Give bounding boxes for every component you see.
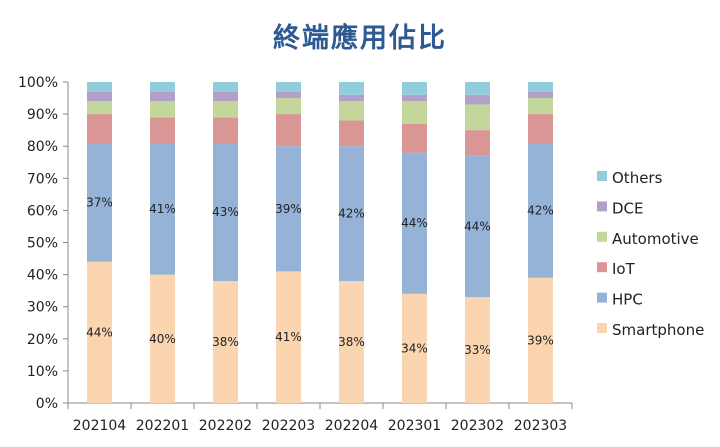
bar-segment-automotive xyxy=(339,101,364,121)
y-tick-label: 100% xyxy=(18,75,58,91)
legend-swatch xyxy=(597,171,607,181)
bar-segment-dce xyxy=(528,91,553,99)
data-label: 37% xyxy=(86,195,113,209)
data-label: 44% xyxy=(464,219,491,233)
bar-segment-smartphone xyxy=(339,281,364,403)
data-label: 39% xyxy=(275,202,302,216)
bar-segment-automotive xyxy=(213,101,238,118)
bar-segment-hpc xyxy=(528,142,553,278)
bar-segment-automotive xyxy=(402,101,427,124)
legend-swatch xyxy=(597,231,607,242)
bar-segment-dce xyxy=(213,91,238,102)
y-tick-label: 30% xyxy=(27,300,58,316)
x-tick-label: 202204 xyxy=(325,418,379,434)
data-label: 34% xyxy=(401,341,428,355)
bar-segment-smartphone xyxy=(213,281,238,403)
bar-segment-hpc xyxy=(276,146,301,272)
bar-segment-smartphone xyxy=(276,271,301,403)
x-tick-label: 202202 xyxy=(199,418,252,434)
bar-segment-automotive xyxy=(276,98,301,115)
legend-label: Others xyxy=(612,169,663,187)
legend-label: Automotive xyxy=(612,230,699,248)
data-label: 44% xyxy=(401,216,428,230)
bar-segment-smartphone xyxy=(87,261,112,403)
data-label: 41% xyxy=(149,202,176,216)
bar-segment-automotive xyxy=(150,101,175,118)
legend-swatch xyxy=(597,201,607,212)
data-label: 42% xyxy=(338,207,365,221)
bar-segment-others xyxy=(528,82,553,92)
legend-swatch xyxy=(597,292,607,303)
data-label: 39% xyxy=(527,333,554,347)
data-label: 42% xyxy=(527,203,554,217)
bar-segment-iot xyxy=(276,114,301,147)
y-tick-label: 20% xyxy=(27,332,58,348)
bar-segment-iot xyxy=(339,120,364,147)
bar-segment-dce xyxy=(276,91,301,99)
bar-segment-automotive xyxy=(87,101,112,115)
data-label: 41% xyxy=(275,330,302,344)
y-tick-label: 80% xyxy=(27,139,58,155)
bar-segment-smartphone xyxy=(528,277,553,403)
bar-segment-automotive xyxy=(465,104,490,131)
y-tick-label: 60% xyxy=(27,203,58,219)
data-label: 38% xyxy=(212,335,239,349)
bar-segment-hpc xyxy=(465,155,490,298)
bar-segment-dce xyxy=(87,91,112,102)
legend-swatch xyxy=(597,262,607,273)
bar-segment-hpc xyxy=(213,142,238,282)
data-label: 40% xyxy=(149,332,176,346)
y-tick-label: 70% xyxy=(27,171,58,187)
bar-segment-hpc xyxy=(87,142,112,262)
bar-segment-iot xyxy=(213,117,238,143)
bar-segment-others xyxy=(465,82,490,95)
bar-segment-iot xyxy=(87,114,112,143)
legend-label: DCE xyxy=(612,199,644,217)
bar-segment-smartphone xyxy=(150,274,175,403)
bar-segment-others xyxy=(150,82,175,92)
y-tick-label: 90% xyxy=(27,107,58,123)
data-label: 44% xyxy=(86,325,113,339)
y-tick-label: 0% xyxy=(36,396,58,412)
bar-segment-iot xyxy=(465,130,490,156)
x-tick-label: 202104 xyxy=(73,418,127,434)
data-label: 43% xyxy=(212,205,239,219)
bar-segment-smartphone xyxy=(402,293,427,403)
bar-segment-others xyxy=(276,82,301,92)
y-tick-label: 40% xyxy=(27,268,58,284)
chart-title: 終端應用佔比 xyxy=(273,23,447,54)
data-label: 38% xyxy=(338,335,365,349)
legend-label: HPC xyxy=(612,291,643,309)
bar-segment-dce xyxy=(402,94,427,102)
bar-segment-others xyxy=(87,82,112,92)
bar-segment-dce xyxy=(339,94,364,102)
bar-segment-others xyxy=(402,82,427,95)
bar-segment-hpc xyxy=(339,146,364,282)
x-tick-label: 202203 xyxy=(262,418,315,434)
bar-segment-smartphone xyxy=(465,297,490,403)
bar-segment-dce xyxy=(465,94,490,105)
y-tick-label: 10% xyxy=(27,364,58,380)
bar-segment-hpc xyxy=(402,152,427,294)
legend-label: IoT xyxy=(612,260,636,278)
bar-segment-iot xyxy=(150,117,175,143)
bar-segment-automotive xyxy=(528,98,553,115)
x-tick-label: 202302 xyxy=(451,418,504,434)
x-tick-label: 202301 xyxy=(388,418,441,434)
bar-segment-others xyxy=(213,82,238,92)
legend-swatch xyxy=(597,323,607,333)
x-tick-label: 202303 xyxy=(514,418,567,434)
legend-label: Smartphone xyxy=(612,321,704,339)
bar-segment-hpc xyxy=(150,142,175,275)
data-label: 33% xyxy=(464,343,491,357)
bar-segment-iot xyxy=(402,123,427,153)
y-tick-label: 50% xyxy=(27,236,58,252)
bar-segment-dce xyxy=(150,91,175,102)
x-tick-label: 202201 xyxy=(136,418,189,434)
bar-segment-others xyxy=(339,82,364,95)
bar-segment-iot xyxy=(528,114,553,143)
